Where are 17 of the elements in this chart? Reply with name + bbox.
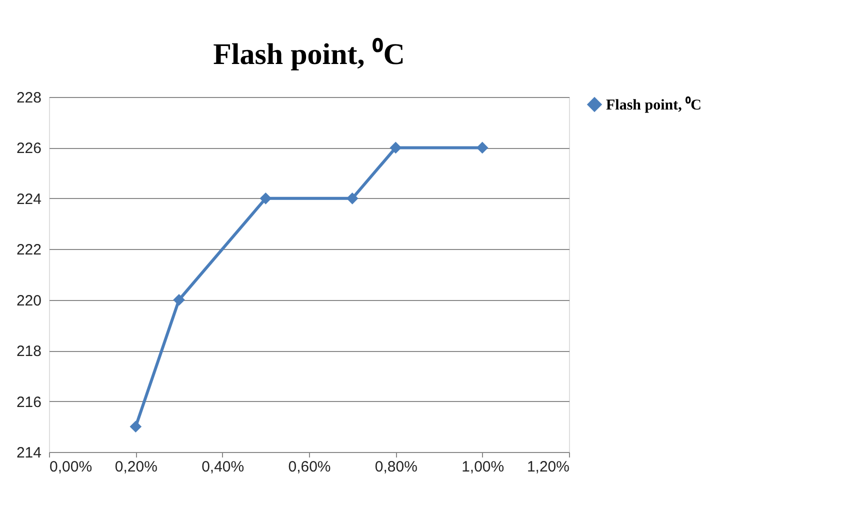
x-tick-label: 0,80% [374,458,418,476]
x-tick-label: 0,60% [288,458,331,476]
y-tick-label: 228 [16,90,42,106]
chart-title: Flash point, ⁰C [213,37,405,71]
legend-label: Flash point, ⁰C [606,96,702,114]
y-tick-label: 226 [16,140,42,158]
y-tick-label: 216 [16,394,42,411]
x-tick-label: 0,20% [114,458,158,476]
x-tick-label: 1,20% [526,458,570,476]
x-tick-label: 1,00% [462,458,504,476]
x-tick-label: 0,40% [202,458,244,476]
y-tick-label: 220 [16,292,42,310]
y-tick-label: 222 [16,242,42,259]
y-tick-label: 224 [16,190,42,208]
y-tick-label: 214 [16,444,42,462]
x-tick-label: 0,00% [50,458,92,476]
y-tick-label: 218 [16,343,42,360]
